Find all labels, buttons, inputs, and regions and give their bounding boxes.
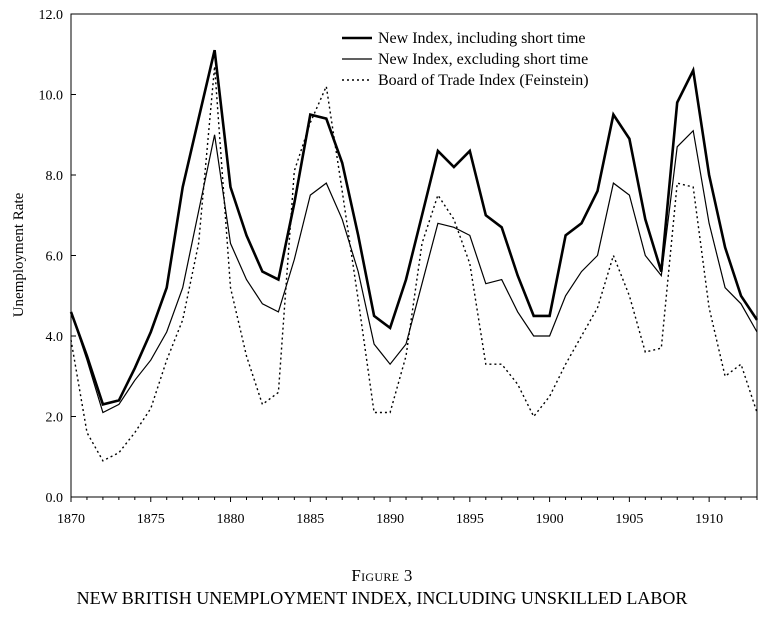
- legend-label-2: New Index, excluding short time: [378, 51, 588, 68]
- x-tick-label: 1910: [695, 512, 723, 527]
- y-tick-label: 2.0: [46, 411, 64, 426]
- x-tick-label: 1905: [615, 512, 643, 527]
- legend: New Index, including short time New Index…: [342, 30, 589, 89]
- figure-title: NEW BRITISH UNEMPLOYMENT INDEX, INCLUDIN…: [76, 588, 688, 608]
- x-tick-label: 1885: [296, 512, 324, 527]
- x-tick-label: 1900: [536, 512, 564, 527]
- y-axis: 0.0 2.0 4.0 6.0 8.0 10.0 12.0: [39, 8, 76, 506]
- y-axis-label: Unemployment Rate: [11, 192, 27, 317]
- legend-label-1: New Index, including short time: [378, 30, 586, 47]
- series-line-1: [69, 49, 759, 406]
- legend-label-3: Board of Trade Index (Feinstein): [378, 72, 589, 89]
- x-tick-label: 1890: [376, 512, 404, 527]
- x-tick-label: 1870: [57, 512, 85, 527]
- series-line-2: [70, 129, 758, 414]
- series-line-3: [70, 66, 758, 462]
- y-tick-label: 8.0: [46, 169, 64, 184]
- series-layer: [69, 49, 759, 462]
- plot-frame: [70, 13, 758, 498]
- x-axis: 1870 1875 1880 1885 1890 1895 1900 1905 1910: [57, 497, 758, 527]
- y-tick-label: 0.0: [46, 491, 64, 506]
- figure-label: Figure 3: [351, 566, 413, 585]
- unemployment-line-chart: Unemployment Rate 0.0 2.0 4.0 6.0 8.0 10.0 12.…: [11, 8, 759, 527]
- y-tick-label: 6.0: [46, 250, 64, 265]
- x-tick-label: 1880: [217, 512, 245, 527]
- x-tick-label: 1875: [137, 512, 165, 527]
- y-tick-label: 4.0: [46, 330, 64, 345]
- x-tick-label: 1895: [456, 512, 484, 527]
- y-tick-label: 10.0: [39, 89, 64, 104]
- y-tick-label: 12.0: [39, 8, 64, 23]
